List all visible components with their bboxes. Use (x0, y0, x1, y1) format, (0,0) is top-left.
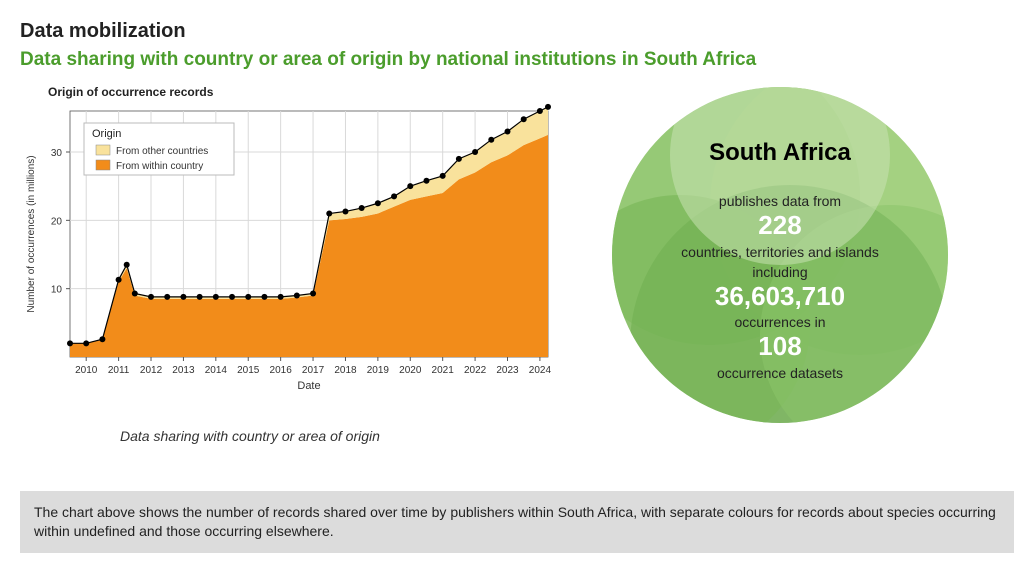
svg-text:From within country: From within country (116, 161, 203, 172)
svg-text:2011: 2011 (108, 365, 130, 376)
stats-overlay: South Africa publishes data from 228 cou… (610, 85, 950, 425)
stats-line-1: publishes data from (719, 193, 841, 209)
svg-text:10: 10 (51, 285, 63, 296)
page-title: Data mobilization (20, 20, 1014, 43)
svg-text:Date: Date (297, 380, 320, 392)
svg-text:30: 30 (51, 148, 63, 159)
svg-text:Number of occurrences (in mill: Number of occurrences (in millions) (26, 155, 37, 312)
stats-countries-count: 228 (758, 211, 801, 240)
chart-column: Origin of occurrence records 10 20 30 2010 2… (20, 85, 560, 444)
content-row: Origin of occurrence records 10 20 30 2010 2… (20, 85, 1014, 444)
chart-title: Origin of occurrence records (48, 85, 560, 99)
svg-text:2024: 2024 (529, 365, 552, 376)
page-subtitle: Data sharing with country or area of ori… (20, 49, 1014, 71)
svg-text:2012: 2012 (140, 365, 163, 376)
svg-text:2019: 2019 (367, 365, 390, 376)
stats-datasets-count: 108 (758, 332, 801, 361)
svg-text:2015: 2015 (237, 365, 260, 376)
svg-text:2014: 2014 (205, 365, 228, 376)
stats-country: South Africa (709, 139, 851, 167)
svg-text:2018: 2018 (334, 365, 357, 376)
svg-text:2020: 2020 (399, 365, 422, 376)
stats-line-2: countries, territories and islands (681, 244, 879, 260)
svg-text:2022: 2022 (464, 365, 487, 376)
svg-text:2017: 2017 (302, 365, 325, 376)
stats-column: South Africa publishes data from 228 cou… (600, 85, 960, 425)
svg-text:2021: 2021 (432, 365, 455, 376)
area-chart: 10 20 30 2010 2011 2012 2013 2014 2015 2016 2017 20… (20, 103, 560, 393)
footer-description: The chart above shows the number of reco… (20, 491, 1014, 553)
svg-text:2010: 2010 (75, 365, 98, 376)
stats-line-5: occurrence datasets (717, 365, 843, 381)
svg-text:Origin: Origin (92, 128, 121, 140)
svg-text:From other countries: From other countries (116, 146, 208, 157)
stats-line-4: occurrences in (734, 314, 825, 330)
stats-occurrences-count: 36,603,710 (715, 282, 845, 311)
svg-text:2023: 2023 (496, 365, 519, 376)
stats-circle: South Africa publishes data from 228 cou… (610, 85, 950, 425)
stats-line-3: including (752, 264, 807, 280)
svg-text:2013: 2013 (172, 365, 195, 376)
svg-text:2016: 2016 (270, 365, 293, 376)
svg-text:20: 20 (51, 216, 63, 227)
chart-caption: Data sharing with country or area of ori… (120, 428, 560, 444)
